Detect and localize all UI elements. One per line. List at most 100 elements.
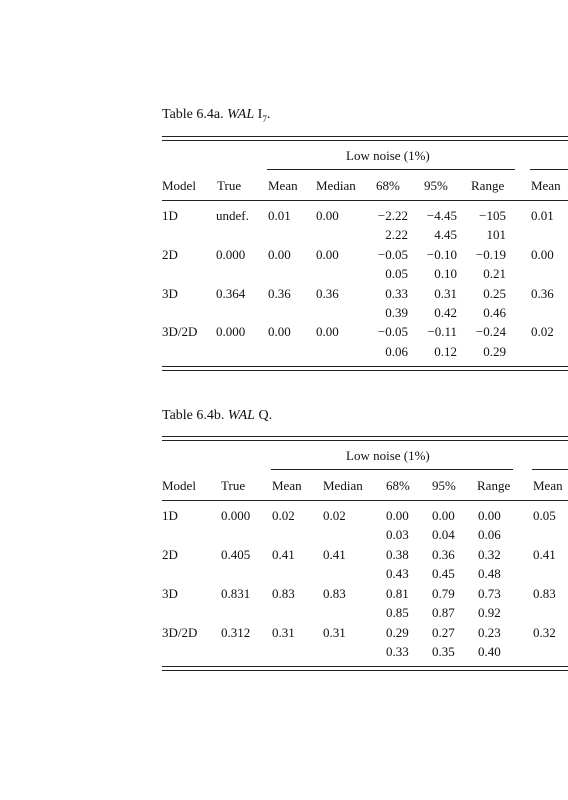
cell-median: 0.83: [323, 586, 346, 601]
cell-model: 1D: [162, 508, 178, 523]
cell-model: 2D: [162, 547, 178, 562]
table-bottom-rule: [162, 666, 568, 667]
cell-range-low: 0.25: [483, 286, 506, 301]
cell-mean: 0.31: [272, 625, 295, 640]
header-model: Model: [162, 178, 196, 193]
header-mean-2: Mean: [531, 178, 561, 193]
cell-true: undef.: [216, 208, 249, 223]
cell-mean-2: 0.41: [533, 547, 556, 562]
cell-mean-2: 0.01: [531, 208, 554, 223]
cell-true: 0.312: [221, 625, 251, 640]
header-68: 68%: [386, 478, 410, 493]
cell-median: 0.31: [323, 625, 346, 640]
cell-68-high: 0.06: [385, 344, 408, 359]
header-95: 95%: [432, 478, 456, 493]
header-range: Range: [477, 478, 511, 493]
table-top-rule: [162, 140, 568, 141]
cell-median: 0.36: [316, 286, 339, 301]
cell-mean-2: 0.36: [531, 286, 554, 301]
cell-95-low: −0.11: [427, 324, 457, 339]
cell-68-high: 0.03: [386, 527, 409, 542]
cell-mean-2: 0.32: [533, 625, 556, 640]
cell-range-low: 0.32: [478, 547, 501, 562]
header-true: True: [217, 178, 242, 193]
header-range: Range: [471, 178, 505, 193]
cell-95-high: 0.10: [434, 266, 457, 281]
cell-95-high: 0.45: [432, 566, 455, 581]
cell-range-high: 0.46: [483, 305, 506, 320]
cell-95-high: 4.45: [434, 227, 457, 242]
group-label: Low noise (1%): [346, 448, 430, 463]
table-bottom-rule: [162, 370, 568, 371]
group-rule: [530, 169, 568, 170]
cell-range-high: 0.29: [483, 344, 506, 359]
cell-range-high: 0.06: [478, 527, 501, 542]
cell-range-low: −105: [479, 208, 506, 223]
header-median: Median: [316, 178, 356, 193]
header-mean-2: Mean: [533, 478, 563, 493]
cell-95-low: 0.31: [434, 286, 457, 301]
cell-range-high: 101: [486, 227, 507, 242]
cell-range-low: −0.19: [475, 247, 506, 262]
header-median: Median: [323, 478, 363, 493]
cell-mean: 0.00: [268, 324, 291, 339]
cell-68-low: −0.05: [377, 324, 408, 339]
cell-true: 0.831: [221, 586, 251, 601]
cell-median: 0.00: [316, 247, 339, 262]
cell-68-low: 0.00: [386, 508, 409, 523]
cell-mean-2: 0.02: [531, 324, 554, 339]
table-top-rule: [162, 436, 568, 437]
table-bottom-rule: [162, 670, 568, 671]
cell-range-high: 0.92: [478, 605, 501, 620]
table-top-rule: [162, 136, 568, 137]
cell-68-low: −2.22: [377, 208, 408, 223]
cell-range-high: 0.48: [478, 566, 501, 581]
cell-true: 0.405: [221, 547, 251, 562]
cell-mean: 0.02: [272, 508, 295, 523]
cell-68-low: 0.33: [385, 286, 408, 301]
cell-95-high: 0.04: [432, 527, 455, 542]
table-bottom-rule: [162, 366, 568, 367]
cell-model: 1D: [162, 208, 178, 223]
cell-95-low: −4.45: [426, 208, 457, 223]
cell-68-high: 0.39: [385, 305, 408, 320]
cell-68-high: 0.05: [385, 266, 408, 281]
cell-true: 0.000: [221, 508, 251, 523]
cell-median: 0.00: [316, 324, 339, 339]
cell-mean: 0.00: [268, 247, 291, 262]
cell-model: 3D/2D: [162, 625, 198, 640]
cell-range-low: 0.00: [478, 508, 501, 523]
group-rule: [271, 469, 513, 470]
header-true: True: [221, 478, 246, 493]
cell-model: 3D: [162, 586, 178, 601]
cell-true: 0.000: [216, 247, 246, 262]
cell-68-low: 0.29: [386, 625, 409, 640]
table-top-rule: [162, 440, 568, 441]
cell-68-low: 0.38: [386, 547, 409, 562]
cell-range-low: 0.73: [478, 586, 501, 601]
cell-95-high: 0.42: [434, 305, 457, 320]
cell-model: 2D: [162, 247, 178, 262]
cell-95-low: 0.36: [432, 547, 455, 562]
header-rule: [162, 500, 568, 501]
cell-68-high: 0.33: [386, 644, 409, 659]
group-label: Low noise (1%): [346, 148, 430, 163]
cell-mean-2: 0.05: [533, 508, 556, 523]
cell-mean: 0.41: [272, 547, 295, 562]
header-68: 68%: [376, 178, 400, 193]
cell-range-high: 0.21: [483, 266, 506, 281]
cell-range-high: 0.40: [478, 644, 501, 659]
group-rule: [267, 169, 515, 170]
cell-mean-2: 0.83: [533, 586, 556, 601]
cell-95-high: 0.35: [432, 644, 455, 659]
cell-68-high: 0.85: [386, 605, 409, 620]
cell-median: 0.41: [323, 547, 346, 562]
cell-mean: 0.83: [272, 586, 295, 601]
cell-68-low: −0.05: [377, 247, 408, 262]
cell-median: 0.02: [323, 508, 346, 523]
cell-mean: 0.36: [268, 286, 291, 301]
cell-true: 0.000: [216, 324, 246, 339]
header-95: 95%: [424, 178, 448, 193]
cell-model: 3D/2D: [162, 324, 198, 339]
cell-95-low: 0.27: [432, 625, 455, 640]
